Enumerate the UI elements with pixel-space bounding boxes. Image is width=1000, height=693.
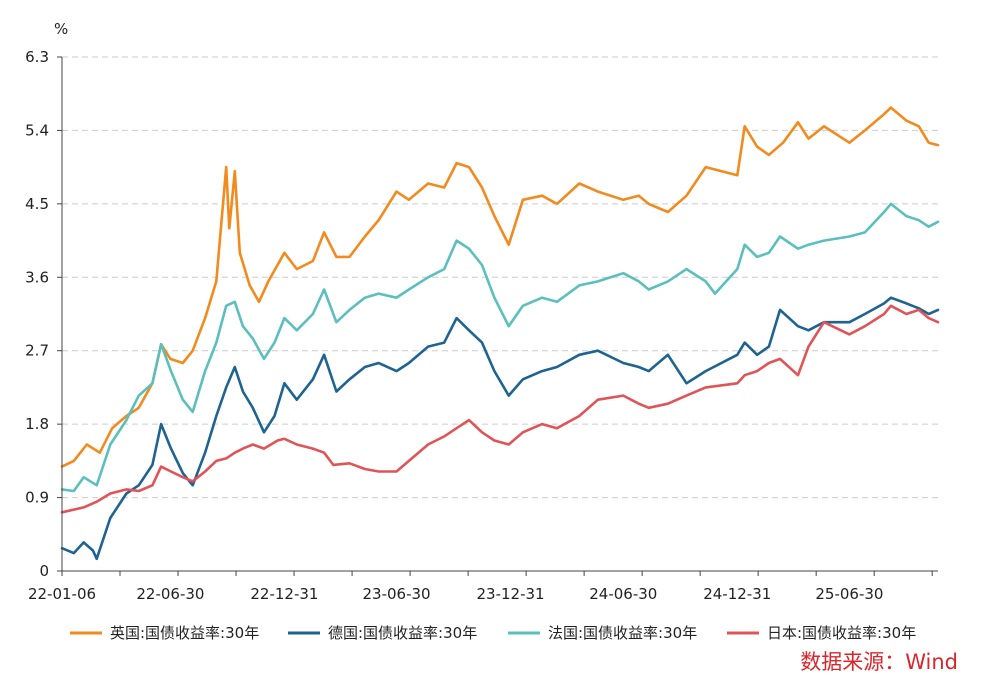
series-line bbox=[60, 304, 940, 514]
series-line bbox=[60, 202, 940, 493]
axes bbox=[61, 57, 938, 572]
y-tick-label: 6.3 bbox=[25, 48, 49, 66]
y-tick-label: 0.9 bbox=[25, 489, 49, 507]
y-tick-label: 3.6 bbox=[25, 268, 49, 286]
gridlines bbox=[62, 56, 938, 499]
x-tick-label: 25-06-30 bbox=[815, 585, 883, 603]
x-tick-label: 23-12-31 bbox=[476, 585, 544, 603]
legend-label: 德国:国债收益率:30年 bbox=[328, 624, 477, 642]
series-line bbox=[60, 296, 940, 561]
x-tick-label: 24-06-30 bbox=[589, 585, 657, 603]
y-tick-label: 0 bbox=[39, 562, 49, 580]
y-tick-label: 5.4 bbox=[25, 121, 49, 139]
x-tick-label: 24-12-31 bbox=[703, 585, 771, 603]
y-tick-labels: 0 0.9 1.8 2.7 3.6 4.5 5.4 6.3 bbox=[25, 48, 62, 580]
legend-label: 日本:国债收益率:30年 bbox=[767, 624, 916, 642]
x-tick-label: 23-06-30 bbox=[362, 585, 430, 603]
legend-label: 法国:国债收益率:30年 bbox=[548, 624, 697, 642]
x-tick-label: 22-06-30 bbox=[136, 585, 204, 603]
series-lines bbox=[60, 106, 940, 561]
legend-label: 英国:国债收益率:30年 bbox=[110, 624, 259, 642]
x-tick-labels: 22-01-06 22-06-30 22-12-31 23-06-30 23-12-31… bbox=[28, 571, 933, 603]
y-tick-label: 4.5 bbox=[25, 195, 49, 213]
legend: 英国:国债收益率:30年 德国:国债收益率:30年 法国:国债收益率:30年 日本:国… bbox=[70, 624, 916, 642]
series-line bbox=[60, 106, 940, 468]
y-tick-label: 2.7 bbox=[25, 342, 49, 360]
x-tick-label: 22-01-06 bbox=[28, 585, 96, 603]
y-unit-label: % bbox=[54, 20, 68, 38]
y-tick-label: 1.8 bbox=[25, 415, 49, 433]
x-tick-label: 22-12-31 bbox=[250, 585, 318, 603]
source-note: 数据来源：Wind bbox=[800, 650, 958, 674]
